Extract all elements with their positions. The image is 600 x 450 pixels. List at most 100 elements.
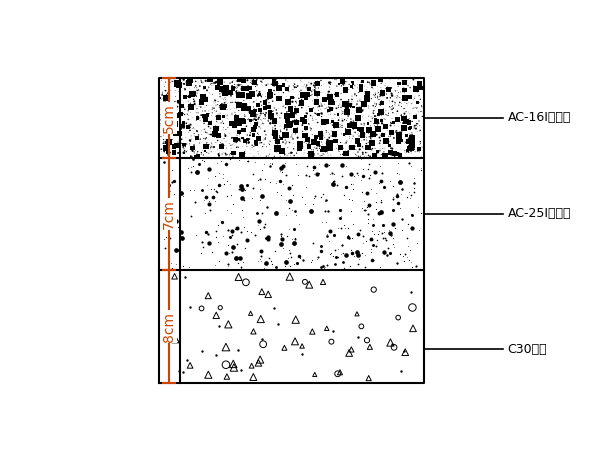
- Point: [311, 78, 321, 86]
- Point: [169, 149, 179, 156]
- Point: [283, 152, 293, 159]
- Point: [341, 149, 351, 157]
- Point: [340, 152, 350, 159]
- Point: [233, 129, 242, 136]
- Point: [358, 131, 368, 139]
- Point: [416, 124, 426, 131]
- Point: [368, 109, 378, 117]
- Point: [221, 145, 231, 153]
- Point: [360, 153, 370, 160]
- Point: [249, 143, 259, 150]
- Point: [202, 139, 212, 146]
- Point: [272, 96, 281, 103]
- Point: [343, 105, 353, 112]
- Point: [202, 182, 212, 189]
- Point: [232, 140, 241, 147]
- Point: [214, 181, 224, 188]
- Point: [160, 139, 169, 146]
- Point: [316, 123, 325, 130]
- Point: [386, 119, 395, 126]
- Point: [218, 114, 227, 121]
- Point: [376, 77, 385, 84]
- Point: [267, 156, 277, 163]
- Point: [325, 108, 335, 115]
- Point: [216, 133, 226, 140]
- Point: [400, 79, 410, 86]
- Point: [269, 131, 278, 138]
- Point: [169, 122, 178, 129]
- Point: [365, 133, 375, 140]
- Point: [286, 133, 296, 140]
- Point: [410, 122, 419, 130]
- Point: [232, 83, 242, 90]
- Point: [223, 99, 232, 107]
- Point: [388, 220, 398, 228]
- Point: [354, 153, 364, 160]
- Point: [265, 162, 275, 169]
- Point: [214, 152, 224, 159]
- Point: [275, 133, 284, 140]
- Point: [326, 86, 335, 93]
- Point: [385, 141, 395, 149]
- Point: [301, 133, 310, 140]
- Point: [409, 145, 419, 153]
- Point: [366, 235, 376, 243]
- Point: [172, 130, 182, 137]
- Point: [347, 196, 357, 203]
- Point: [199, 151, 208, 158]
- Point: [316, 152, 325, 159]
- Point: [321, 162, 331, 169]
- Point: [400, 148, 410, 155]
- Point: [194, 101, 203, 108]
- Point: [415, 127, 425, 134]
- Point: [353, 148, 363, 156]
- Point: [217, 143, 226, 150]
- Point: [355, 106, 364, 113]
- Point: [320, 149, 330, 156]
- Point: [180, 123, 190, 130]
- Point: [325, 81, 335, 88]
- Point: [221, 343, 231, 351]
- Point: [321, 118, 331, 125]
- Point: [159, 102, 169, 109]
- Point: [400, 348, 409, 355]
- Point: [402, 124, 412, 131]
- Point: [195, 114, 205, 122]
- Point: [394, 131, 404, 139]
- Point: [317, 152, 327, 159]
- Point: [341, 78, 350, 86]
- Point: [394, 80, 404, 87]
- Point: [281, 212, 290, 219]
- Point: [392, 169, 402, 176]
- Point: [177, 83, 187, 90]
- Point: [347, 100, 357, 108]
- Point: [407, 131, 417, 138]
- Point: [338, 81, 348, 88]
- Point: [175, 120, 184, 127]
- Point: [388, 109, 398, 116]
- Point: [279, 132, 289, 140]
- Point: [252, 137, 262, 144]
- Point: [358, 82, 367, 89]
- Point: [409, 96, 418, 103]
- Point: [413, 122, 422, 130]
- Point: [336, 224, 346, 231]
- Point: [214, 150, 223, 158]
- Point: [222, 373, 232, 380]
- Point: [268, 126, 277, 134]
- Point: [316, 130, 325, 138]
- Point: [329, 121, 339, 128]
- Point: [169, 101, 179, 108]
- Point: [202, 228, 211, 235]
- Point: [171, 93, 181, 100]
- Point: [301, 112, 310, 120]
- Point: [404, 119, 414, 126]
- Point: [378, 152, 388, 159]
- Point: [335, 100, 344, 108]
- Point: [226, 142, 236, 149]
- Point: [375, 145, 385, 153]
- Point: [251, 116, 261, 123]
- Point: [403, 92, 412, 99]
- Point: [232, 83, 242, 90]
- Point: [382, 127, 392, 135]
